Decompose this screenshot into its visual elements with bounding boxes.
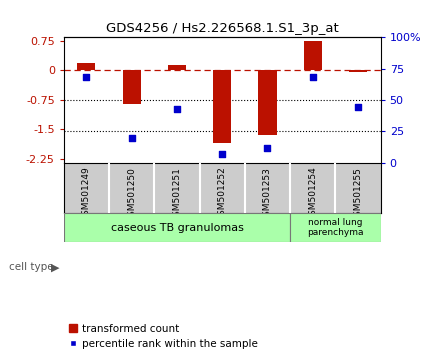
Bar xyxy=(168,65,186,70)
Bar xyxy=(304,41,322,70)
Point xyxy=(264,145,271,150)
Text: caseous TB granulomas: caseous TB granulomas xyxy=(110,223,243,233)
Text: GSM501253: GSM501253 xyxy=(263,167,272,222)
Bar xyxy=(64,213,290,242)
Text: cell type: cell type xyxy=(9,262,53,272)
Bar xyxy=(349,70,367,73)
Bar xyxy=(290,213,381,242)
Title: GDS4256 / Hs2.226568.1.S1_3p_at: GDS4256 / Hs2.226568.1.S1_3p_at xyxy=(106,22,338,35)
Text: GSM501249: GSM501249 xyxy=(82,167,91,221)
Bar xyxy=(123,70,141,104)
Text: GSM501255: GSM501255 xyxy=(353,167,363,222)
Point xyxy=(83,74,90,80)
Text: ▶: ▶ xyxy=(51,262,59,272)
Point xyxy=(128,135,135,141)
Point xyxy=(309,74,316,80)
Point xyxy=(355,104,362,110)
Point xyxy=(219,151,226,157)
Text: GSM501251: GSM501251 xyxy=(172,167,181,222)
Bar xyxy=(213,70,231,143)
Text: GSM501254: GSM501254 xyxy=(308,167,317,221)
Legend: transformed count, percentile rank within the sample: transformed count, percentile rank withi… xyxy=(69,324,257,349)
Text: GSM501250: GSM501250 xyxy=(127,167,136,222)
Text: GSM501252: GSM501252 xyxy=(218,167,227,221)
Text: normal lung
parenchyma: normal lung parenchyma xyxy=(307,218,363,238)
Bar xyxy=(258,70,276,135)
Point xyxy=(173,106,180,112)
Bar xyxy=(77,63,95,70)
